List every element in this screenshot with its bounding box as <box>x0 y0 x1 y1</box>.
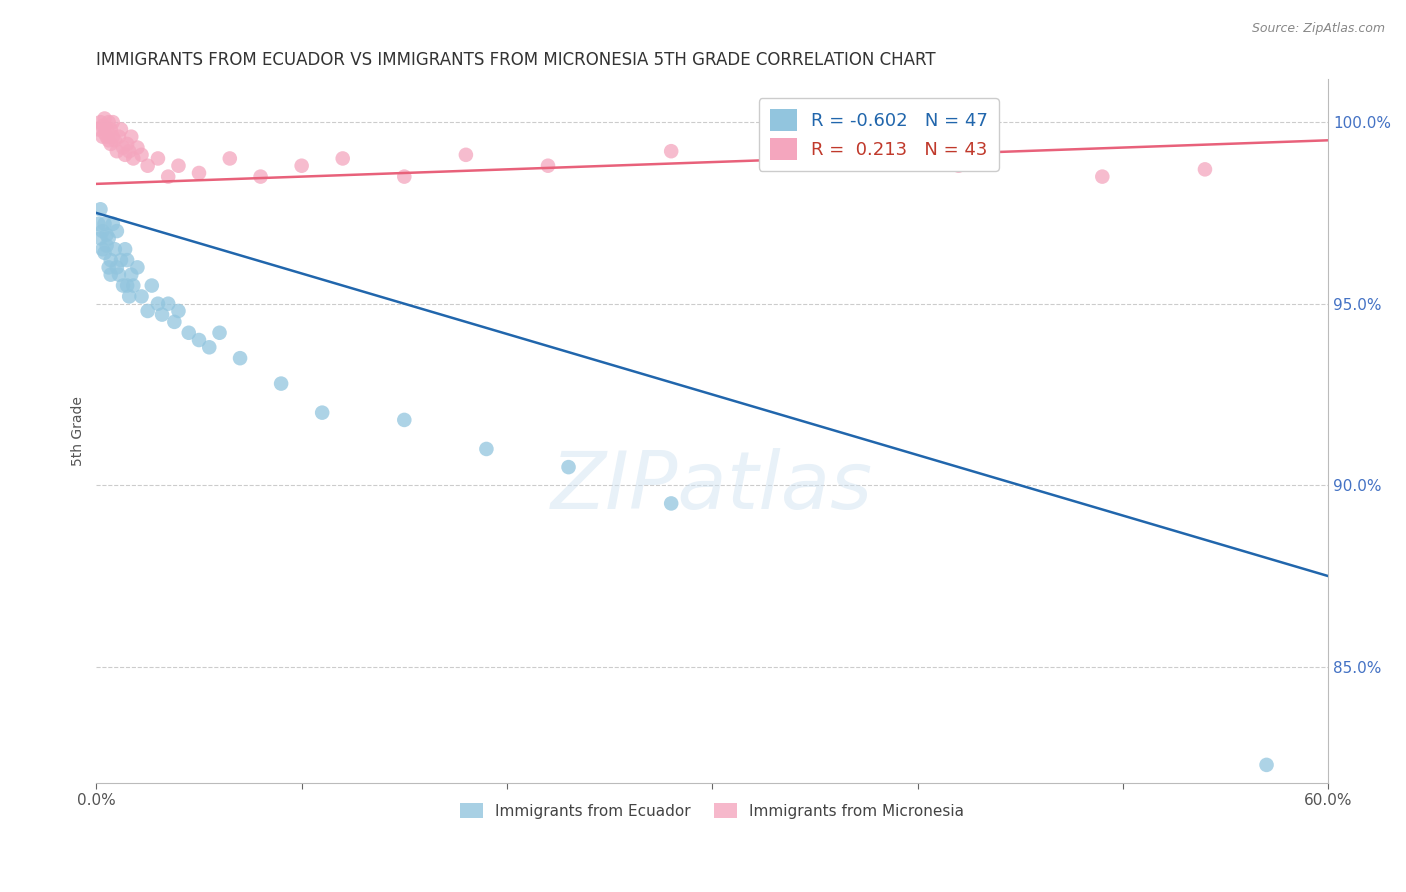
Point <box>89 115 111 129</box>
Point <box>114 242 136 256</box>
Point <box>104 133 127 147</box>
Point <box>1256 757 1278 772</box>
Point <box>311 406 333 420</box>
Point <box>87 122 110 136</box>
Point <box>120 268 142 282</box>
Point <box>100 268 122 282</box>
Point <box>93 217 115 231</box>
Point <box>97 115 120 129</box>
Point <box>188 166 211 180</box>
Point <box>167 159 190 173</box>
Point <box>105 145 128 159</box>
Point <box>104 242 127 256</box>
Point <box>218 152 240 166</box>
Point <box>157 296 180 310</box>
Point <box>91 129 114 144</box>
Point <box>131 289 153 303</box>
Point <box>101 217 124 231</box>
Point <box>97 133 120 147</box>
Point <box>115 253 138 268</box>
Point <box>115 278 138 293</box>
Point <box>112 140 135 154</box>
Y-axis label: 5th Grade: 5th Grade <box>72 396 86 466</box>
Point <box>659 145 682 159</box>
Point <box>167 304 190 318</box>
Point <box>91 119 114 133</box>
Point <box>475 442 498 456</box>
Point <box>198 340 221 354</box>
Point <box>89 202 111 217</box>
Point <box>105 224 128 238</box>
Point <box>101 115 124 129</box>
Point <box>110 122 132 136</box>
Point <box>332 152 354 166</box>
Point <box>87 217 110 231</box>
Point <box>100 136 122 151</box>
Text: IMMIGRANTS FROM ECUADOR VS IMMIGRANTS FROM MICRONESIA 5TH GRADE CORRELATION CHAR: IMMIGRANTS FROM ECUADOR VS IMMIGRANTS FR… <box>97 51 936 69</box>
Point <box>93 126 115 140</box>
Point <box>177 326 200 340</box>
Point <box>127 260 149 275</box>
Point <box>100 122 122 136</box>
Point <box>804 152 827 166</box>
Point <box>1091 169 1114 184</box>
Point <box>115 136 138 151</box>
Point <box>118 145 141 159</box>
Text: ZIPatlas: ZIPatlas <box>551 448 873 526</box>
Point <box>136 159 159 173</box>
Point <box>188 333 211 347</box>
Point <box>93 112 115 126</box>
Point <box>91 224 114 238</box>
Point <box>454 148 477 162</box>
Point <box>96 122 118 136</box>
Point <box>122 152 145 166</box>
Point <box>208 326 231 340</box>
Point <box>948 159 970 173</box>
Legend: Immigrants from Ecuador, Immigrants from Micronesia: Immigrants from Ecuador, Immigrants from… <box>454 797 970 825</box>
Point <box>146 152 169 166</box>
Point <box>118 289 141 303</box>
Point <box>394 169 416 184</box>
Point <box>557 460 579 475</box>
Point <box>136 304 159 318</box>
Point <box>659 496 682 510</box>
Point <box>141 278 163 293</box>
Point <box>150 308 173 322</box>
Point <box>91 242 114 256</box>
Point <box>108 129 131 144</box>
Point <box>249 169 271 184</box>
Point <box>96 227 118 242</box>
Point <box>93 245 115 260</box>
Point <box>229 351 252 366</box>
Point <box>96 238 118 252</box>
Point <box>163 315 186 329</box>
Point <box>120 129 142 144</box>
Point <box>96 129 118 144</box>
Point <box>122 278 145 293</box>
Point <box>100 253 122 268</box>
Point <box>146 296 169 310</box>
Point <box>112 278 135 293</box>
Point <box>97 231 120 245</box>
Point <box>131 148 153 162</box>
Point <box>127 140 149 154</box>
Point <box>89 231 111 245</box>
Point <box>157 169 180 184</box>
Point <box>114 148 136 162</box>
Point <box>108 268 131 282</box>
Text: Source: ZipAtlas.com: Source: ZipAtlas.com <box>1251 22 1385 36</box>
Point <box>291 159 314 173</box>
Point <box>110 253 132 268</box>
Point <box>101 129 124 144</box>
Point <box>105 260 128 275</box>
Point <box>394 413 416 427</box>
Point <box>97 260 120 275</box>
Point <box>537 159 560 173</box>
Point <box>1194 162 1216 177</box>
Point <box>270 376 292 391</box>
